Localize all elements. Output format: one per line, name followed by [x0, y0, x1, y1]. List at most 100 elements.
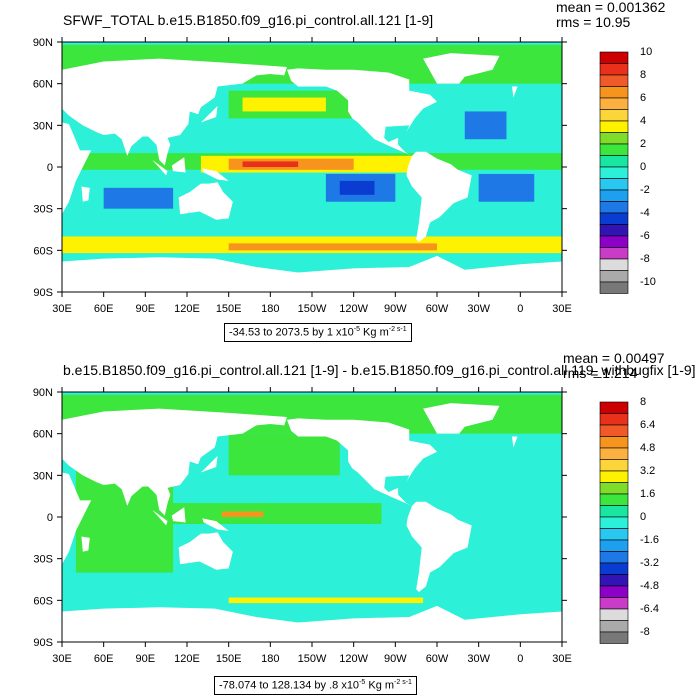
colorbar-label: 6.4 [640, 419, 655, 431]
land-mask-9 [62, 255, 562, 292]
land-mask-1 [62, 58, 287, 166]
land-mask-8 [423, 53, 500, 84]
y-tick-label: 90N [33, 37, 53, 49]
x-tick-label: 180 [261, 303, 279, 315]
colorbar-label: 3.2 [640, 465, 655, 477]
colorbar-swatch [599, 574, 629, 587]
field-band-7 [242, 97, 326, 112]
colorbar-label: -2 [640, 184, 650, 196]
land-mask-2 [178, 182, 233, 220]
land-mask-10 [81, 186, 90, 202]
panel-2-map: 30E 60E 90E 120E 150E 180 150W 120W 90W 60W 30W 0 30… [33, 387, 659, 665]
colorbar-label: -1.6 [640, 534, 659, 546]
land-mask-6 [287, 418, 437, 506]
colorbar-swatch [599, 401, 629, 414]
x-tick-label: 30E [52, 653, 72, 665]
land-mask-12 [512, 436, 518, 448]
colorbar-label: -6.4 [640, 603, 659, 615]
x-tick-label: 120E [174, 653, 200, 665]
colorbar-label: 1.6 [640, 488, 655, 500]
colorbar-label: 8 [640, 396, 646, 408]
land-mask-11 [200, 105, 218, 123]
colorbar-swatch [599, 424, 629, 437]
colorbar-label: 0 [640, 511, 646, 523]
y-tick-label: 0 [47, 162, 53, 174]
panel-1-rms: rms = 10.95 [556, 14, 631, 30]
x-tick-label: 60W [426, 303, 449, 315]
colorbar-label: -3.2 [640, 557, 659, 569]
panel-1-title: SFWF_TOTAL b.e15.B1850.f09_g16.pi_contro… [63, 12, 434, 28]
land-mask-9 [62, 605, 562, 642]
field-band-11 [464, 111, 507, 140]
colorbar-swatch [599, 212, 629, 225]
colorbar-swatch [599, 620, 629, 633]
x-tick-label: 30E [552, 653, 572, 665]
x-tick-label: 60E [94, 303, 114, 315]
colorbar-label: 10 [640, 46, 652, 58]
x-tick-label: 30E [552, 303, 572, 315]
colorbar-swatch [599, 562, 629, 575]
colorbar-swatch [599, 109, 629, 122]
panel-1-range-label: -34.53 to 2073.5 by 1 x10-5 Kg m-2 s-1 [224, 323, 412, 342]
colorbar-label: -6 [640, 230, 650, 242]
land-mask-7 [406, 151, 472, 242]
colorbar-swatch [599, 505, 629, 518]
colorbar-label: 8 [640, 69, 646, 81]
x-tick-label: 60E [94, 653, 114, 665]
colorbar-swatch [599, 178, 629, 191]
field-band-5 [228, 243, 437, 251]
land-mask-2 [178, 532, 233, 570]
colorbar-swatch [599, 86, 629, 99]
panel-2-range-text: -78.074 to 128.134 by .8 x10 [219, 679, 360, 692]
colorbar-swatch [599, 132, 629, 145]
panel-1-map: 30E 60E 90E 120E 150E 180 150W 120W 90W 60W 30W 0 30… [33, 37, 656, 315]
colorbar-swatch [599, 516, 629, 529]
x-tick-label: 0 [517, 303, 523, 315]
panel-2-range-unit: Kg m [365, 679, 395, 692]
panel-2-range-unit-exp: -2 s-1 [394, 679, 412, 686]
panel-2-range-label: -78.074 to 128.134 by .8 x10-5 Kg m-2 s-… [214, 676, 417, 695]
x-tick-label: 90E [136, 303, 156, 315]
colorbar-swatch [599, 258, 629, 271]
x-tick-label: 60W [426, 653, 449, 665]
colorbar-swatch [599, 459, 629, 472]
land-mask-0 [62, 472, 92, 565]
land-mask-7 [406, 501, 472, 592]
y-tick-label: 90S [33, 287, 53, 299]
colorbar-swatch [599, 608, 629, 621]
panel-1-range-exp: -5 [353, 326, 360, 333]
field-band-3 [228, 433, 340, 476]
colorbar-swatch [599, 247, 629, 260]
colorbar-swatch [599, 539, 629, 552]
field-band-9 [339, 180, 375, 195]
colorbar-swatch [599, 482, 629, 495]
field-band-1 [159, 503, 382, 524]
panel-1-mean: mean = 0.001362 [556, 0, 666, 15]
panel-1-range-unit-exp: -2 s-1 [388, 326, 407, 333]
land-mask-6 [287, 68, 437, 156]
x-tick-label: 180 [261, 653, 279, 665]
colorbar-swatch [599, 493, 629, 506]
x-tick-label: 150E [216, 303, 242, 315]
y-tick-label: 60S [33, 245, 53, 257]
x-tick-label: 30E [52, 303, 72, 315]
land-mask-11 [200, 455, 218, 473]
panel-2-rms: rms = 1.214 [563, 365, 638, 381]
panel-2: b.e15.B1850.f09_g16.pi_control.all.121 [… [0, 350, 700, 700]
x-tick-label: 120E [174, 303, 200, 315]
x-tick-label: 90W [384, 303, 407, 315]
y-tick-label: 30N [33, 120, 53, 132]
y-tick-label: 0 [47, 512, 53, 524]
y-tick-label: 90S [33, 637, 53, 649]
land-mask-0 [62, 122, 92, 215]
colorbar-label: -8 [640, 253, 650, 265]
colorbar-label: 6 [640, 92, 646, 104]
land-mask-1 [62, 408, 287, 516]
colorbar-label: 4.8 [640, 442, 655, 454]
field-band-6 [228, 597, 424, 604]
land-mask-4 [152, 510, 168, 526]
land-mask-10 [81, 536, 90, 552]
panel-1-stats: mean = 0.001362 rms = 10.95 [556, 0, 665, 30]
x-tick-label: 30W [467, 303, 490, 315]
colorbar-swatch [599, 201, 629, 214]
